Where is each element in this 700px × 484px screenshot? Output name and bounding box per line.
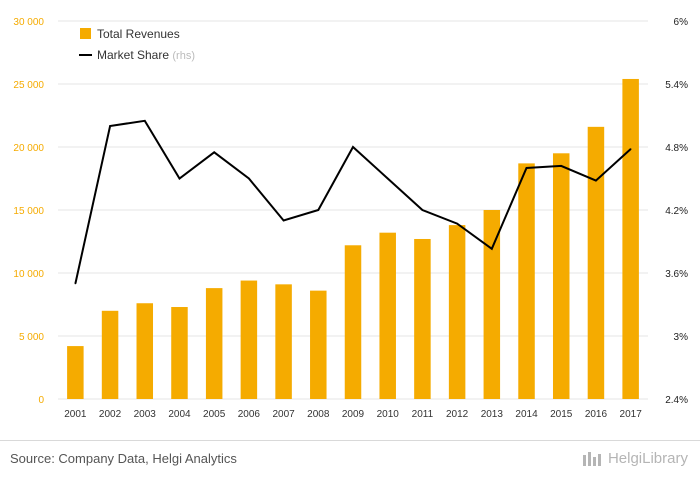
bar-2016 <box>587 126 605 399</box>
legend-label-line-suffix: (rhs) <box>172 50 195 62</box>
legend: Total Revenues Market Share (rhs) <box>79 27 195 62</box>
y-left-tick-label: 20 000 <box>13 143 44 154</box>
y-axis-right: 2.4% 3% 3.6% 4.2% 4.8% 5.4% 6% <box>665 17 688 406</box>
bar-series <box>67 78 639 400</box>
x-tick-label: 2013 <box>481 409 504 420</box>
line-point-2004 <box>178 177 181 180</box>
legend-label-bar: Total Revenues <box>97 27 180 41</box>
legend-swatch-bar <box>80 28 91 39</box>
line-point-2003 <box>143 119 146 122</box>
legend-label-line-name: Market Share <box>97 48 169 62</box>
x-tick-label: 2017 <box>620 409 643 420</box>
y-axis-left: 0 5 000 10 000 15 000 20 000 25 000 30 000 <box>13 17 44 406</box>
x-tick-label: 2004 <box>168 409 191 420</box>
chart: 0 5 000 10 000 15 000 20 000 25 000 30 000 2.4… <box>13 17 688 420</box>
x-tick-label: 2001 <box>64 409 87 420</box>
bar-2007 <box>275 284 292 399</box>
bar-2010 <box>379 232 396 399</box>
bar-2003 <box>136 303 154 399</box>
bar-2009 <box>344 245 362 399</box>
y-left-tick-label: 0 <box>38 395 44 406</box>
legend-label-line: Market Share (rhs) <box>97 48 195 62</box>
y-right-tick-label: 3% <box>674 332 689 343</box>
bar-2005 <box>205 288 223 399</box>
bar-2006 <box>240 280 258 399</box>
helgi-logo: HelgiLibrary <box>582 449 688 467</box>
logo-text: HelgiLibrary <box>607 449 688 467</box>
line-point-2016 <box>595 179 597 182</box>
x-tick-label: 2008 <box>307 409 330 420</box>
x-axis: 2001 2002 2003 2004 2005 2006 2007 2008 2009 2010… <box>64 409 642 420</box>
bar-2017 <box>622 78 639 400</box>
x-tick-label: 2016 <box>585 409 608 420</box>
bar-2012 <box>448 225 466 399</box>
x-tick-label: 2005 <box>203 409 226 420</box>
line-point-2006 <box>248 177 250 180</box>
x-tick-label: 2015 <box>550 409 573 420</box>
library-icon <box>582 452 601 466</box>
bar-2013 <box>483 210 501 399</box>
x-tick-label: 2007 <box>272 409 295 420</box>
y-left-tick-label: 30 000 <box>13 17 44 28</box>
line-point-2002 <box>109 125 111 127</box>
bar-2004 <box>171 307 188 399</box>
bar-2011 <box>414 238 431 399</box>
bar-2015 <box>552 153 570 399</box>
line-point-2017 <box>629 148 632 150</box>
line-point-2010 <box>386 177 389 180</box>
y-right-tick-label: 2.4% <box>665 395 688 406</box>
bar-2014 <box>518 163 535 399</box>
line-point-2011 <box>421 209 424 211</box>
bar-2001 <box>67 346 84 399</box>
x-tick-label: 2003 <box>134 409 157 420</box>
y-left-tick-label: 10 000 <box>13 269 44 280</box>
x-tick-label: 2002 <box>99 409 122 420</box>
bar-2002 <box>101 310 119 399</box>
x-tick-label: 2012 <box>446 409 469 420</box>
x-tick-label: 2014 <box>515 409 538 420</box>
line-point-2001 <box>74 282 77 285</box>
source-text: Source: Company Data, Helgi Analytics <box>10 451 237 466</box>
line-point-2014 <box>525 167 528 169</box>
y-left-tick-label: 5 000 <box>19 332 44 343</box>
y-left-tick-label: 25 000 <box>13 80 44 91</box>
x-tick-label: 2011 <box>412 409 434 420</box>
bar-2008 <box>310 290 327 399</box>
x-tick-label: 2010 <box>377 409 400 420</box>
y-right-tick-label: 4.2% <box>665 206 688 217</box>
line-point-2013 <box>491 248 493 250</box>
x-tick-label: 2006 <box>238 409 261 420</box>
line-point-2012 <box>456 222 458 225</box>
footer: Source: Company Data, Helgi Analytics He… <box>0 440 700 484</box>
line-point-2009 <box>352 146 354 148</box>
y-right-tick-label: 6% <box>674 17 689 28</box>
y-left-tick-label: 15 000 <box>13 206 44 217</box>
y-right-tick-label: 4.8% <box>665 143 688 154</box>
x-tick-label: 2009 <box>342 409 365 420</box>
line-point-2015 <box>560 165 563 167</box>
line-point-2005 <box>213 151 215 154</box>
line-point-2007 <box>282 219 285 222</box>
y-right-tick-label: 3.6% <box>665 269 688 280</box>
y-right-tick-label: 5.4% <box>665 80 688 91</box>
line-point-2008 <box>317 209 320 211</box>
line-series <box>74 119 632 285</box>
